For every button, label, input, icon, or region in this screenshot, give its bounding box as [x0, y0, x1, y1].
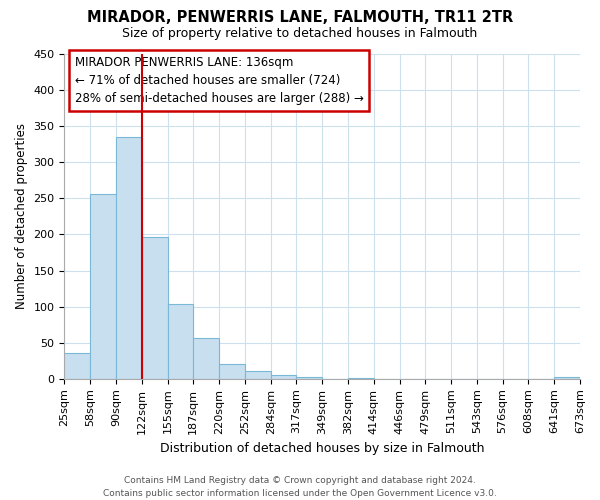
Y-axis label: Number of detached properties: Number of detached properties	[15, 124, 28, 310]
Text: MIRADOR PENWERRIS LANE: 136sqm
← 71% of detached houses are smaller (724)
28% of: MIRADOR PENWERRIS LANE: 136sqm ← 71% of …	[75, 56, 364, 104]
Bar	[64, 353, 90, 379]
Bar	[219, 364, 245, 379]
Bar	[554, 378, 580, 379]
Bar	[167, 304, 193, 379]
Text: Size of property relative to detached houses in Falmouth: Size of property relative to detached ho…	[122, 28, 478, 40]
X-axis label: Distribution of detached houses by size in Falmouth: Distribution of detached houses by size …	[160, 442, 484, 455]
Bar	[116, 137, 142, 379]
Bar	[348, 378, 374, 379]
Bar	[90, 194, 116, 379]
Bar	[296, 378, 322, 379]
Bar	[193, 338, 219, 379]
Text: MIRADOR, PENWERRIS LANE, FALMOUTH, TR11 2TR: MIRADOR, PENWERRIS LANE, FALMOUTH, TR11 …	[87, 10, 513, 25]
Bar	[142, 236, 167, 379]
Text: Contains HM Land Registry data © Crown copyright and database right 2024.
Contai: Contains HM Land Registry data © Crown c…	[103, 476, 497, 498]
Bar	[245, 371, 271, 379]
Bar	[271, 375, 296, 379]
